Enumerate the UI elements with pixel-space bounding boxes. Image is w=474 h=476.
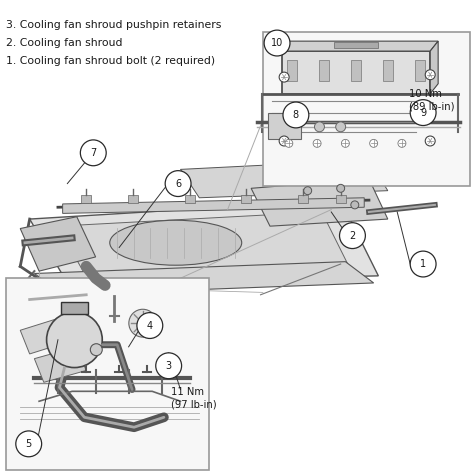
Circle shape xyxy=(425,70,435,79)
Text: 5: 5 xyxy=(26,439,32,449)
Bar xyxy=(185,195,195,202)
Bar xyxy=(334,42,378,48)
Text: 2: 2 xyxy=(349,231,356,241)
Bar xyxy=(6,278,209,470)
Text: 3. Cooling fan shroud pushpin retainers: 3. Cooling fan shroud pushpin retainers xyxy=(6,20,221,30)
Text: 10 Nm
(89 lb-in): 10 Nm (89 lb-in) xyxy=(409,89,455,111)
Bar xyxy=(319,60,329,81)
Text: 6: 6 xyxy=(175,178,181,188)
Bar xyxy=(287,60,297,81)
Text: 10: 10 xyxy=(271,38,283,48)
Text: 8: 8 xyxy=(293,110,299,120)
Polygon shape xyxy=(20,318,67,354)
Bar xyxy=(263,32,470,186)
Circle shape xyxy=(129,309,157,337)
Circle shape xyxy=(398,139,406,148)
Bar xyxy=(268,113,301,139)
Bar xyxy=(298,195,308,202)
Bar xyxy=(241,195,251,202)
Bar xyxy=(351,60,361,81)
Text: 1. Cooling fan shroud bolt (2 required): 1. Cooling fan shroud bolt (2 required) xyxy=(6,56,215,66)
Bar xyxy=(128,195,138,202)
Circle shape xyxy=(279,72,289,82)
Bar xyxy=(282,51,430,94)
Circle shape xyxy=(370,139,378,148)
Polygon shape xyxy=(58,212,350,277)
Text: 9: 9 xyxy=(420,108,426,118)
Circle shape xyxy=(283,102,309,128)
Circle shape xyxy=(304,187,312,195)
Circle shape xyxy=(285,139,293,148)
Polygon shape xyxy=(430,41,438,94)
Bar xyxy=(81,195,91,202)
Circle shape xyxy=(337,184,345,192)
Circle shape xyxy=(351,201,359,209)
Circle shape xyxy=(46,312,102,367)
Polygon shape xyxy=(251,179,388,226)
Text: 11 Nm
(97 lb-in): 11 Nm (97 lb-in) xyxy=(171,387,217,409)
Polygon shape xyxy=(35,262,374,295)
Circle shape xyxy=(425,136,435,146)
Circle shape xyxy=(279,136,289,146)
Circle shape xyxy=(314,122,324,132)
Ellipse shape xyxy=(110,220,242,265)
Circle shape xyxy=(339,223,365,248)
Polygon shape xyxy=(282,41,438,51)
Text: 2. Cooling fan shroud: 2. Cooling fan shroud xyxy=(6,38,123,48)
Bar xyxy=(336,195,346,202)
Text: 1: 1 xyxy=(420,259,426,269)
Polygon shape xyxy=(35,347,86,382)
Polygon shape xyxy=(63,198,364,213)
Bar xyxy=(415,60,425,81)
Circle shape xyxy=(138,318,148,328)
Circle shape xyxy=(336,122,346,132)
Circle shape xyxy=(81,140,106,166)
Polygon shape xyxy=(30,200,378,283)
Circle shape xyxy=(410,251,436,277)
Bar xyxy=(383,60,393,81)
Circle shape xyxy=(156,353,182,379)
Text: 7: 7 xyxy=(90,148,96,158)
Circle shape xyxy=(264,30,290,56)
Polygon shape xyxy=(181,160,388,198)
Circle shape xyxy=(165,171,191,197)
Bar xyxy=(61,302,88,314)
Circle shape xyxy=(91,344,102,356)
Circle shape xyxy=(410,99,436,126)
Circle shape xyxy=(16,431,42,457)
Text: 4: 4 xyxy=(147,320,153,330)
Circle shape xyxy=(313,139,321,148)
Circle shape xyxy=(137,313,163,338)
Circle shape xyxy=(341,139,349,148)
Polygon shape xyxy=(20,217,96,271)
Text: 3: 3 xyxy=(165,361,172,371)
